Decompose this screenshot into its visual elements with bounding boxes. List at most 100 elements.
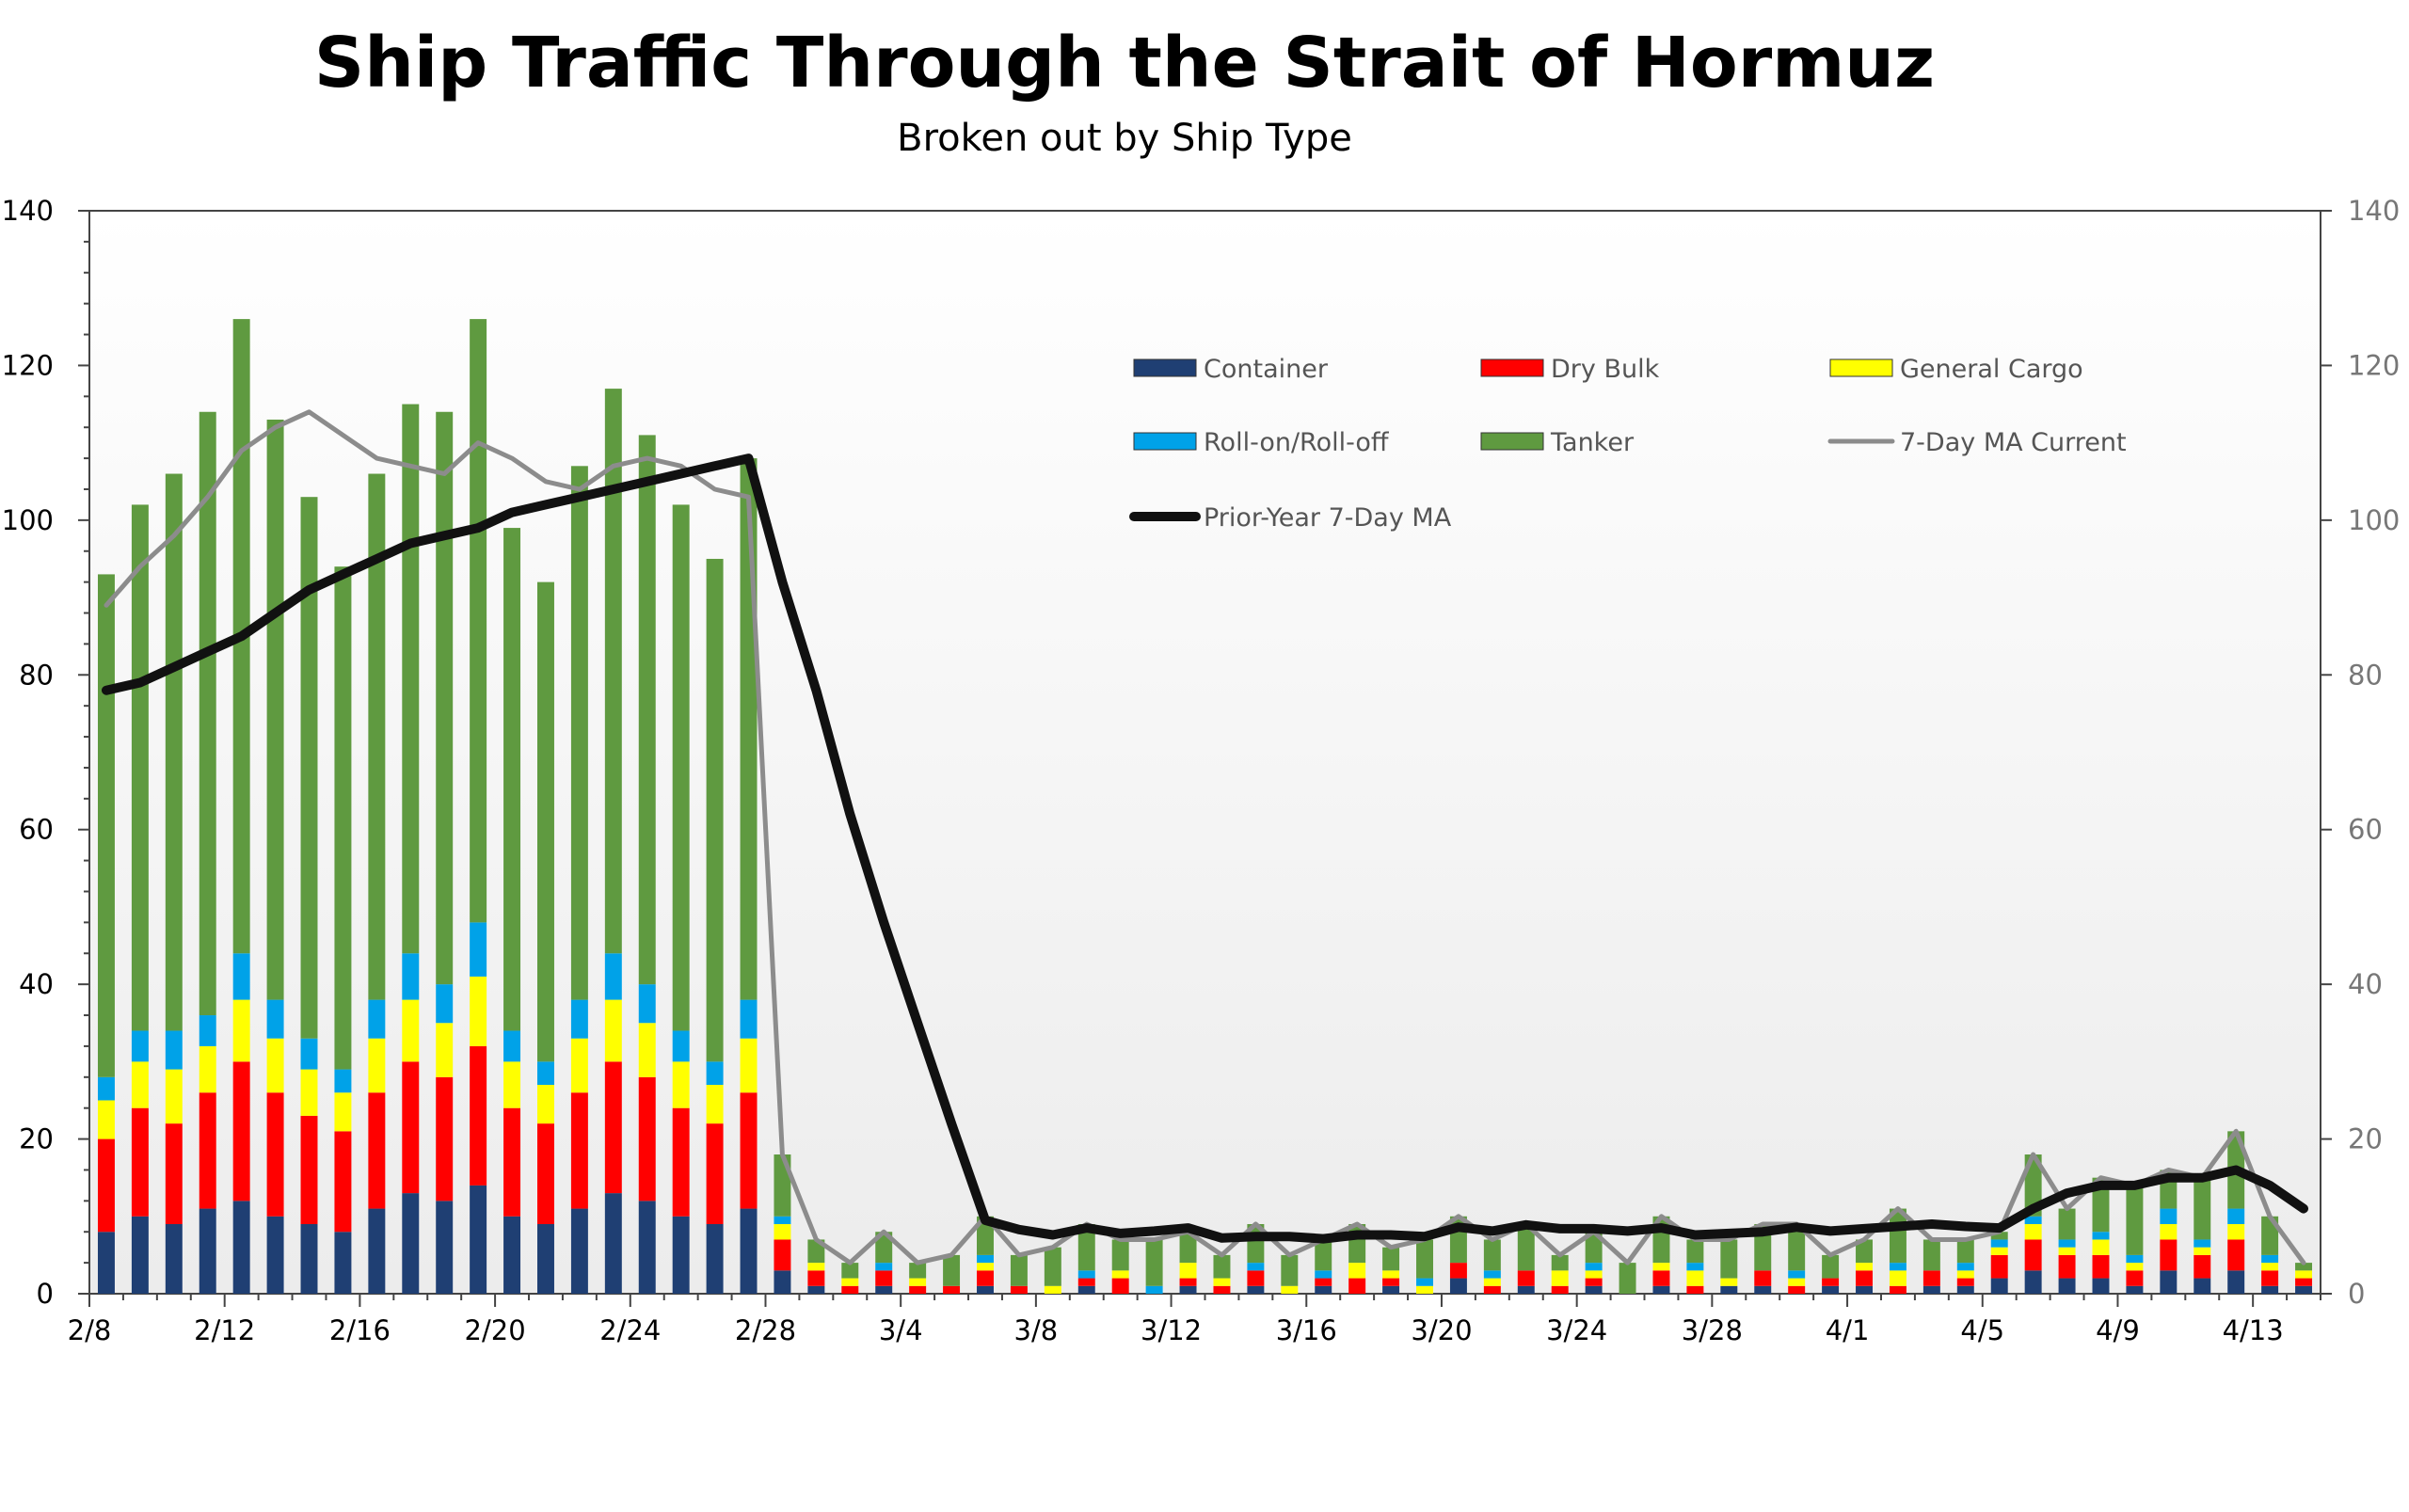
y-tick-label-left: 120 xyxy=(2,349,54,381)
bar-general-cargo xyxy=(1382,1270,1400,1279)
bar-tanker xyxy=(943,1254,961,1286)
bar-general-cargo xyxy=(2092,1239,2110,1255)
bar-roll-on-roll-off xyxy=(2126,1254,2144,1264)
bar-general-cargo xyxy=(232,999,250,1062)
bar-dry-bulk xyxy=(1652,1270,1670,1286)
bar-container xyxy=(2160,1270,2178,1294)
bar-dry-bulk xyxy=(570,1092,588,1209)
legend-swatch-container xyxy=(1133,358,1197,377)
bar-dry-bulk xyxy=(1754,1270,1772,1286)
bar-tanker xyxy=(807,1239,825,1264)
bar-container xyxy=(1449,1278,1467,1294)
bar-general-cargo xyxy=(131,1061,149,1108)
bar-dry-bulk xyxy=(2058,1254,2076,1279)
bar-general-cargo xyxy=(1348,1263,1366,1279)
bar-general-cargo xyxy=(1856,1263,1874,1271)
y-tick-label-right: 40 xyxy=(2348,968,2383,1000)
bar-dry-bulk xyxy=(1922,1270,1940,1286)
bar-general-cargo xyxy=(1990,1247,2008,1255)
bar-roll-on-roll-off xyxy=(672,1030,690,1062)
x-tick-label: 3/28 xyxy=(1682,1314,1743,1346)
bar-general-cargo xyxy=(2160,1224,2178,1240)
bar-container xyxy=(2024,1270,2042,1294)
bar-dry-bulk xyxy=(604,1061,622,1194)
bar-general-cargo xyxy=(1652,1263,1670,1271)
bar-general-cargo xyxy=(1111,1270,1129,1279)
bar-container xyxy=(97,1232,115,1294)
bar-general-cargo xyxy=(1044,1285,1061,1294)
bar-tanker xyxy=(199,411,216,1016)
bar-roll-on-roll-off xyxy=(1990,1239,2008,1248)
bar-general-cargo xyxy=(638,1023,656,1077)
bar-roll-on-roll-off xyxy=(1416,1278,1433,1286)
y-tick-label-left: 100 xyxy=(2,504,54,536)
bar-roll-on-roll-off xyxy=(1788,1270,1806,1279)
bar-tanker xyxy=(1416,1239,1433,1279)
bar-container xyxy=(706,1224,724,1294)
bar-dry-bulk xyxy=(199,1092,216,1209)
bar-general-cargo xyxy=(1213,1278,1231,1286)
bar-dry-bulk xyxy=(841,1285,859,1294)
bar-general-cargo xyxy=(470,976,487,1046)
bar-container xyxy=(131,1216,149,1294)
bar-roll-on-roll-off xyxy=(2261,1254,2279,1264)
bar-container xyxy=(165,1224,183,1294)
legend-label-dry-bulk: Dry Bulk xyxy=(1551,355,1660,384)
x-tick-label: 2/12 xyxy=(194,1314,255,1346)
x-tick-label: 3/16 xyxy=(1276,1314,1337,1346)
x-tick-label: 4/5 xyxy=(1960,1314,2004,1346)
bar-general-cargo xyxy=(1416,1285,1433,1294)
bar-roll-on-roll-off xyxy=(1145,1285,1163,1294)
bar-dry-bulk xyxy=(1517,1270,1535,1286)
bar-general-cargo xyxy=(807,1263,825,1271)
bar-container xyxy=(638,1201,656,1294)
bar-roll-on-roll-off xyxy=(436,984,454,1024)
x-tick-label: 3/8 xyxy=(1014,1314,1059,1346)
bar-dry-bulk xyxy=(740,1092,758,1209)
bar-roll-on-roll-off xyxy=(1247,1263,1265,1271)
bar-general-cargo xyxy=(740,1038,758,1093)
bar-dry-bulk xyxy=(266,1092,284,1217)
legend-label-7-day-ma-current: 7-Day MA Current xyxy=(1900,428,2127,457)
bar-dry-bulk xyxy=(470,1045,487,1186)
bar-tanker xyxy=(1382,1247,1400,1271)
plot-area xyxy=(88,210,2321,1295)
bar-roll-on-roll-off xyxy=(2058,1239,2076,1248)
bar-tanker xyxy=(841,1263,859,1279)
bar-general-cargo xyxy=(368,1038,386,1093)
bar-dry-bulk xyxy=(1788,1285,1806,1294)
bar-tanker xyxy=(402,404,420,954)
bar-container xyxy=(2295,1285,2313,1294)
bar-roll-on-roll-off xyxy=(368,999,386,1039)
bar-container xyxy=(266,1216,284,1294)
bar-dry-bulk xyxy=(977,1270,994,1286)
bar-general-cargo xyxy=(1483,1278,1501,1286)
bar-container xyxy=(1382,1285,1400,1294)
bar-roll-on-roll-off xyxy=(604,953,622,1000)
bar-tanker xyxy=(1720,1239,1738,1279)
bar-tanker xyxy=(334,566,352,1070)
x-tick-label: 2/28 xyxy=(735,1314,796,1346)
bar-general-cargo xyxy=(1788,1278,1806,1286)
bar-general-cargo xyxy=(536,1085,554,1124)
x-tick-label: 2/24 xyxy=(599,1314,661,1346)
bar-container xyxy=(232,1201,250,1294)
bar-tanker xyxy=(1077,1224,1095,1271)
x-tick-label: 2/20 xyxy=(465,1314,526,1346)
line-7-day-ma-current xyxy=(104,409,2306,1265)
bar-roll-on-roll-off xyxy=(2160,1208,2178,1225)
bar-roll-on-roll-off xyxy=(570,999,588,1039)
bar-dry-bulk xyxy=(706,1123,724,1225)
bar-roll-on-roll-off xyxy=(300,1038,318,1070)
line-prior-year-7-day-ma xyxy=(102,454,2308,1244)
bar-tanker xyxy=(1686,1239,1704,1264)
bar-tanker xyxy=(503,528,521,1031)
bar-roll-on-roll-off xyxy=(536,1061,554,1086)
bar-dry-bulk xyxy=(875,1270,893,1286)
bar-dry-bulk xyxy=(536,1123,554,1225)
bar-container xyxy=(1990,1278,2008,1294)
bar-tanker xyxy=(1179,1232,1197,1264)
bar-general-cargo xyxy=(774,1224,791,1240)
bar-general-cargo xyxy=(977,1263,994,1271)
bar-tanker xyxy=(536,581,554,1062)
